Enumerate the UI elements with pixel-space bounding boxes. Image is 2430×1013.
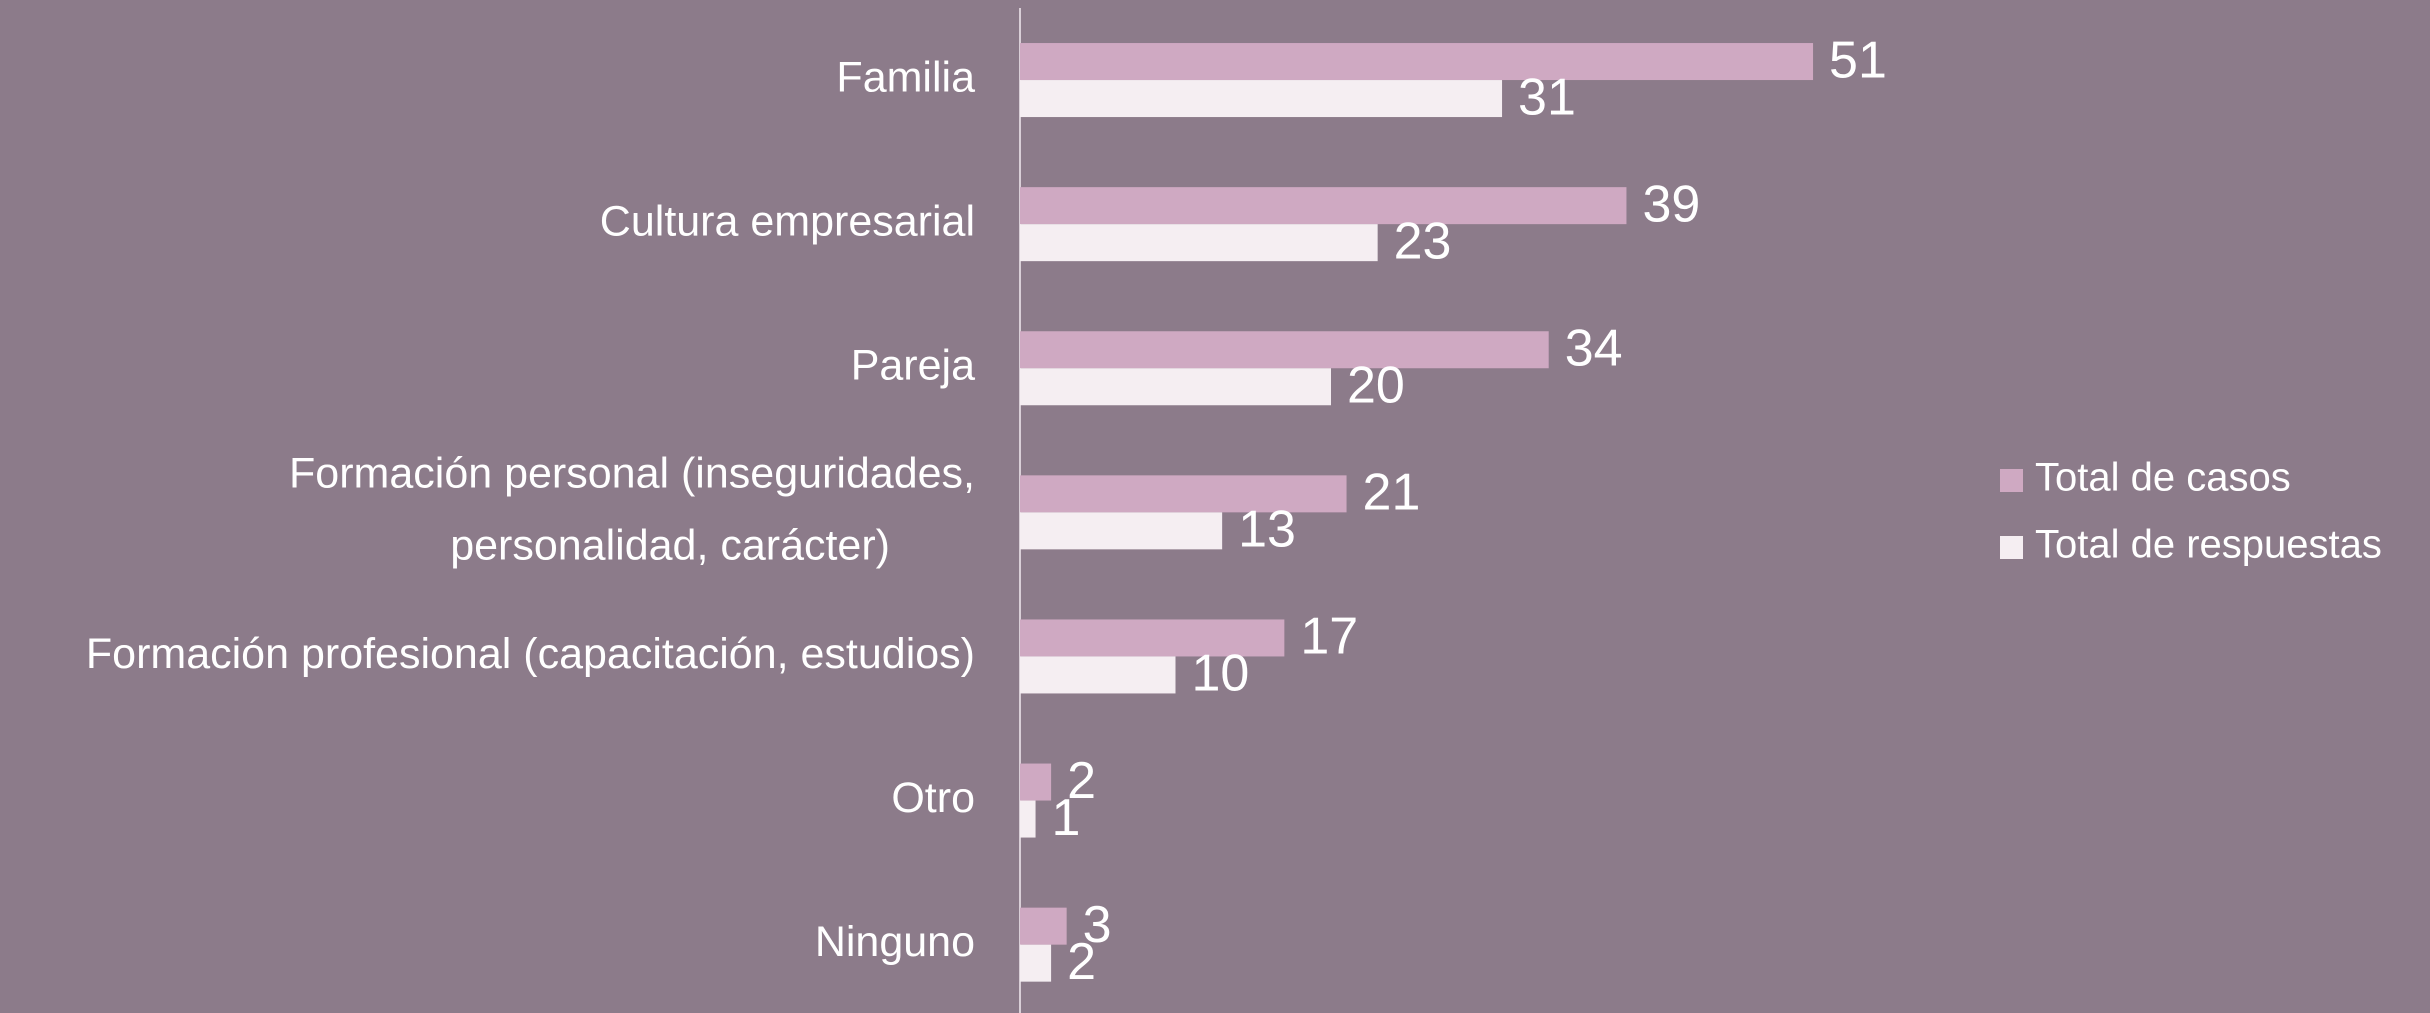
y-tick-label: Ninguno (815, 918, 975, 966)
legend-swatch (2000, 469, 2023, 492)
value-label: 1 (1052, 789, 1081, 847)
bar (1020, 907, 1067, 945)
bar (1020, 331, 1549, 369)
y-tick-label: Cultura empresarial (600, 198, 975, 246)
value-label: 10 (1192, 645, 1250, 703)
value-label: 3 (1083, 896, 1112, 954)
bar (1020, 368, 1331, 406)
bar (1020, 763, 1052, 801)
value-label: 51 (1829, 31, 1887, 89)
value-label: 23 (1394, 212, 1452, 270)
y-tick-label: Formación profesional (capacitación, est… (86, 630, 975, 678)
bar (1020, 187, 1627, 225)
bar (1020, 619, 1285, 657)
legend-swatch (2000, 536, 2023, 559)
bar (1020, 475, 1347, 513)
value-label: 2 (1067, 752, 1096, 810)
bar (1020, 512, 1223, 550)
value-label: 2 (1067, 933, 1096, 991)
value-label: 31 (1518, 68, 1576, 126)
bar (1020, 944, 1052, 982)
bar (1020, 43, 1814, 81)
y-tick-label: Otro (891, 774, 975, 822)
y-tick-label: Familia (836, 53, 975, 101)
y-tick-label: Formación personal (inseguridades, person… (289, 450, 975, 570)
bar (1020, 224, 1378, 262)
legend-label: Total de respuestas (2035, 523, 2382, 567)
value-label: 34 (1565, 319, 1623, 377)
legend-label: Total de casos (2035, 456, 2291, 500)
value-label: 21 (1363, 464, 1421, 522)
bar (1020, 656, 1176, 694)
value-label: 20 (1347, 356, 1405, 414)
value-label: 17 (1300, 608, 1358, 666)
y-tick-label: Pareja (851, 342, 975, 390)
value-label: 13 (1238, 501, 1296, 559)
value-label: 39 (1642, 175, 1700, 233)
bar (1020, 80, 1503, 118)
bar (1020, 800, 1036, 838)
